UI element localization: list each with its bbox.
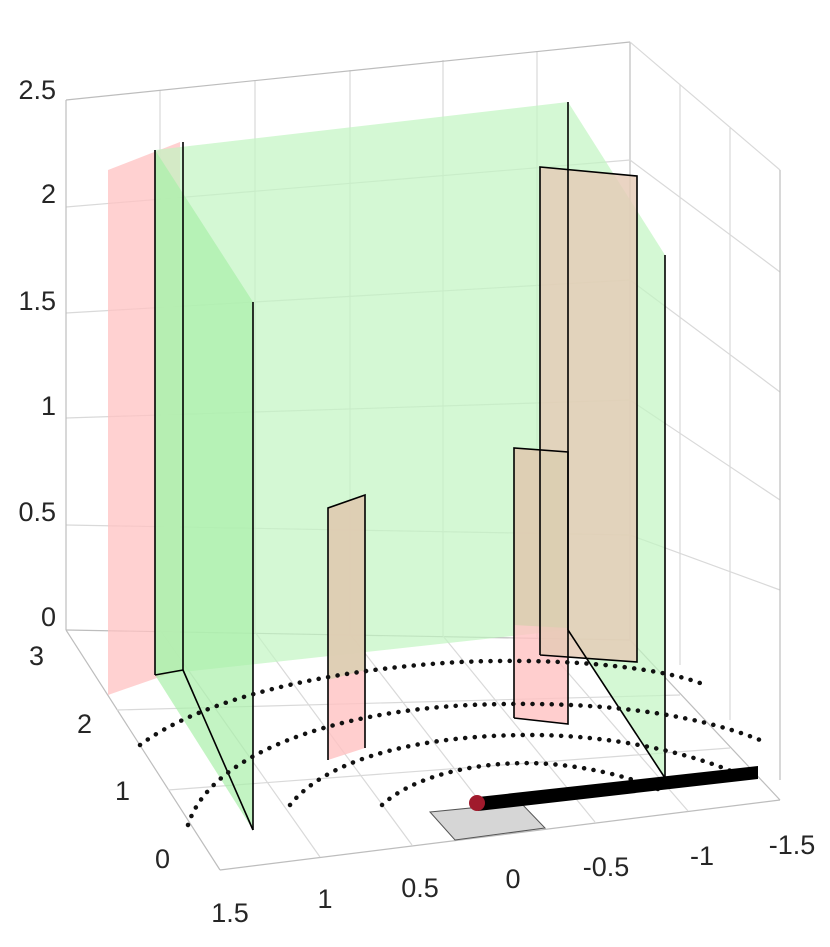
x-tick-label: -0.5 [583,852,630,882]
green-wall-back [155,102,568,675]
x-tick-labels: 1.5 1 0.5 0 -0.5 -1 -1.5 [211,830,815,928]
x-tick-label: -1 [690,841,714,871]
z-tick-label: 1.5 [18,286,56,316]
green-wall-left [155,150,253,830]
arc-outer [137,658,708,748]
x-tick-label: 0.5 [401,873,439,903]
obstacles [108,102,666,831]
grid-line [167,747,731,791]
edge-line [539,166,638,663]
z-tick-label: 0.5 [18,497,56,527]
y-tick-label: 1 [115,776,130,806]
grid-line [65,41,631,101]
edge-line [327,493,366,760]
x-tick-label: 1.5 [211,898,249,928]
z-tick-label: 2 [41,179,56,209]
path-line [478,766,758,811]
x-tick-label: 0 [505,864,520,894]
z-tick-labels: 2.5 2 1.5 1 0.5 0 [18,75,56,632]
y-tick-label: 3 [29,641,44,671]
x-tick-label: 1 [317,884,332,914]
x-tick-label: -1.5 [769,830,816,860]
z-tick-label: 2.5 [18,75,56,105]
edge-line [182,669,254,831]
grid-line [65,629,221,871]
edge-line [154,669,184,676]
grid-line [219,799,781,871]
y-tick-labels: 3 2 1 0 [29,641,170,874]
tan-panel-back [540,167,637,662]
grid-line [629,41,781,171]
edge-line [513,447,569,725]
tan-panel-front [328,495,365,680]
edge-line [567,629,666,779]
y-tick-label: 0 [155,844,170,874]
grid-line [629,159,781,273]
z-tick-label: 0 [41,602,56,632]
z-tick-label: 1 [41,391,56,421]
y-tick-label: 2 [77,709,92,739]
robot-marker [469,795,485,811]
